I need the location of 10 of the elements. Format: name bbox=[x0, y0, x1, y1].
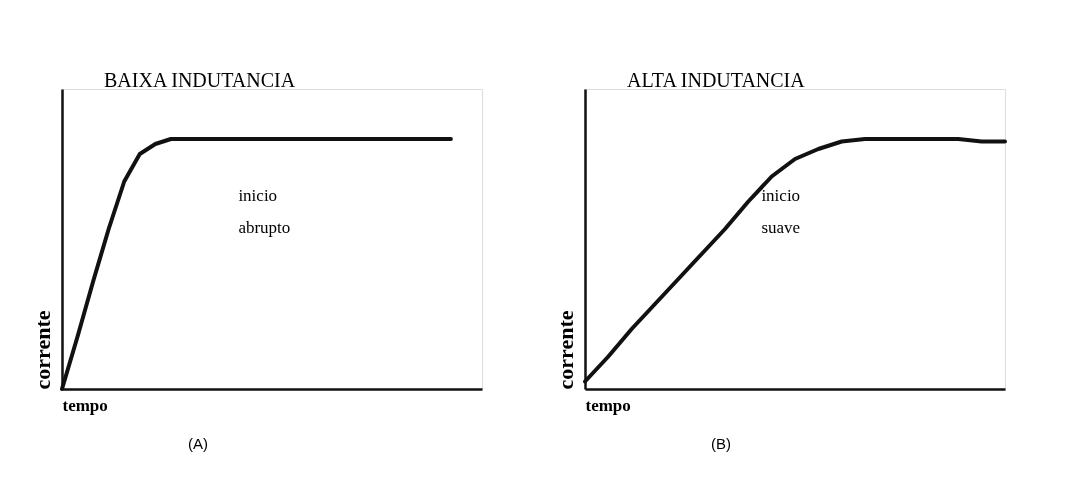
annotation: inicio suave bbox=[761, 186, 801, 238]
chart-title: BAIXA INDUTANCIA bbox=[104, 69, 296, 91]
x-axis-title: tempo bbox=[62, 395, 108, 415]
x-axis-title: tempo bbox=[585, 395, 631, 415]
y-axis-title: corrente bbox=[29, 310, 55, 390]
y-axis-title: corrente bbox=[552, 310, 578, 390]
annotation: inicio abrupto bbox=[238, 186, 291, 238]
text: (A) bbox=[188, 435, 208, 452]
chart-title: ALTA INDUTANCIA bbox=[627, 69, 806, 91]
text: (B) bbox=[711, 435, 731, 452]
